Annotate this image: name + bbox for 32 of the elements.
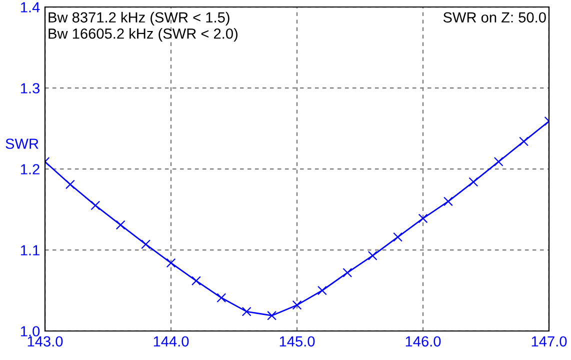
point bbox=[90, 200, 100, 210]
y-axis-title: SWR bbox=[6, 138, 38, 149]
point bbox=[65, 180, 75, 190]
y-tick-label: 1.2 bbox=[20, 164, 40, 174]
annotation: Bw 8371.2 kHz (SWR < 1.5) Bw 16605.2 kHz (SWR < 2.0) bbox=[48, 12, 238, 42]
point bbox=[519, 136, 529, 146]
point bbox=[317, 286, 327, 296]
point bbox=[494, 156, 504, 166]
y-tick-label: 1.4 bbox=[20, 2, 40, 12]
point bbox=[141, 240, 151, 250]
point bbox=[267, 310, 277, 320]
point bbox=[393, 232, 403, 242]
annotation: SWR on Z: 50.0 bbox=[443, 12, 546, 23]
point bbox=[166, 258, 176, 268]
x-tick-label: 147.0 bbox=[532, 336, 567, 347]
point bbox=[342, 268, 352, 278]
x-tick-label: 143.0 bbox=[28, 336, 63, 347]
y-tick-label: 1.3 bbox=[20, 83, 40, 94]
point bbox=[292, 300, 302, 310]
x-tick-label: 145.0 bbox=[280, 336, 315, 347]
point bbox=[242, 306, 252, 316]
point bbox=[443, 196, 453, 206]
point bbox=[191, 276, 201, 286]
point bbox=[368, 250, 378, 260]
point bbox=[216, 293, 226, 303]
x-tick-label: 146.0 bbox=[406, 336, 441, 347]
point bbox=[468, 177, 478, 187]
point bbox=[116, 220, 126, 230]
point bbox=[418, 214, 428, 224]
y-tick-label: 1.1 bbox=[20, 245, 40, 256]
x-tick-label: 144.0 bbox=[154, 336, 189, 347]
y-tick-label: 1.0 bbox=[20, 326, 40, 336]
